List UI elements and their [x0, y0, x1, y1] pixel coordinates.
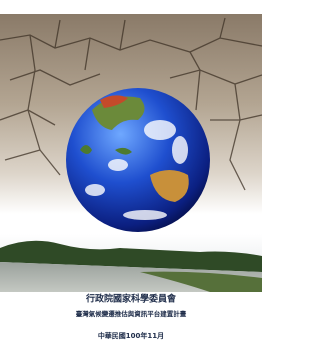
cover-page: 行政院國家科學委員會 臺灣氣候變遷推估與資訊平台建置計畫 中華民國100年11月 — [0, 0, 262, 344]
date: 中華民國100年11月 — [98, 331, 164, 340]
project-title: 臺灣氣候變遷推估與資訊平台建置計畫 — [76, 309, 187, 318]
publisher: 行政院國家科學委員會 — [85, 293, 177, 305]
